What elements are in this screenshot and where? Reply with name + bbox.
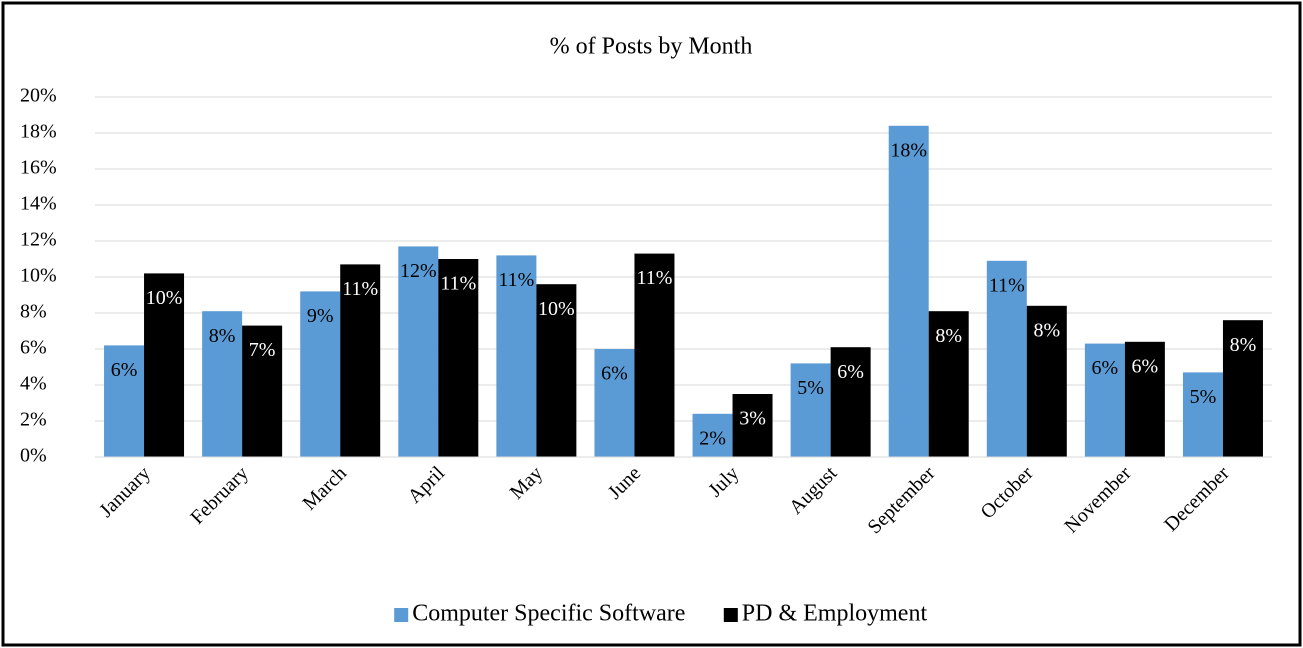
y-tick-label: 6% xyxy=(20,337,47,359)
bar xyxy=(300,291,341,457)
legend-swatch xyxy=(723,608,738,622)
y-tick-label: 10% xyxy=(20,265,57,287)
legend-label: Computer Specific Software xyxy=(412,601,685,627)
bar xyxy=(692,413,733,457)
data-label: 7% xyxy=(249,339,276,361)
bar xyxy=(242,325,283,457)
bar xyxy=(928,311,969,457)
data-label: 11% xyxy=(636,267,672,289)
bar xyxy=(144,273,185,457)
data-label: 6% xyxy=(601,363,628,385)
legend-swatch xyxy=(394,608,409,622)
y-tick-label: 0% xyxy=(20,445,47,467)
data-label: 8% xyxy=(1033,319,1060,341)
y-tick-label: 8% xyxy=(20,301,47,323)
y-tick-label: 4% xyxy=(20,373,47,395)
data-label: 8% xyxy=(209,325,236,347)
bar xyxy=(202,311,243,457)
data-label: 5% xyxy=(797,377,824,399)
bar xyxy=(888,125,929,458)
y-tick-label: 20% xyxy=(20,85,57,107)
bar xyxy=(398,246,439,457)
data-label: 6% xyxy=(1092,357,1119,379)
data-label: 2% xyxy=(699,427,726,449)
y-tick-label: 16% xyxy=(20,157,57,179)
legend-label: PD & Employment xyxy=(742,601,928,627)
bar xyxy=(1222,320,1263,457)
bar xyxy=(1026,305,1067,457)
bar xyxy=(986,260,1027,457)
bar xyxy=(104,345,145,457)
y-tick-label: 18% xyxy=(20,121,57,143)
bar xyxy=(536,284,577,457)
data-label: 11% xyxy=(440,273,476,295)
bar xyxy=(830,347,871,457)
bar xyxy=(438,259,479,457)
bar xyxy=(1182,372,1223,457)
bar xyxy=(594,349,635,457)
y-tick-label: 12% xyxy=(20,229,57,251)
chart-title: % of Posts by Month xyxy=(550,34,753,60)
data-label: 5% xyxy=(1190,386,1217,408)
bar xyxy=(732,394,773,457)
bar xyxy=(634,253,675,457)
data-label: 8% xyxy=(935,325,962,347)
data-label: 12% xyxy=(400,260,437,282)
y-tick-label: 14% xyxy=(20,193,57,215)
data-label: 11% xyxy=(498,269,534,291)
data-label: 11% xyxy=(342,278,378,300)
bar xyxy=(340,264,381,457)
bar xyxy=(790,363,831,457)
data-label: 9% xyxy=(307,305,334,327)
bar xyxy=(1084,343,1125,457)
data-label: 10% xyxy=(538,298,575,320)
data-label: 11% xyxy=(989,274,1025,296)
data-label: 3% xyxy=(739,408,766,430)
data-label: 6% xyxy=(837,361,864,383)
bar xyxy=(496,255,537,457)
y-tick-label: 2% xyxy=(20,409,47,431)
bar xyxy=(1124,341,1165,457)
data-label: 10% xyxy=(146,287,183,309)
data-label: 6% xyxy=(111,359,138,381)
data-label: 18% xyxy=(890,139,927,161)
data-label: 8% xyxy=(1230,334,1257,356)
data-label: 6% xyxy=(1132,355,1159,377)
